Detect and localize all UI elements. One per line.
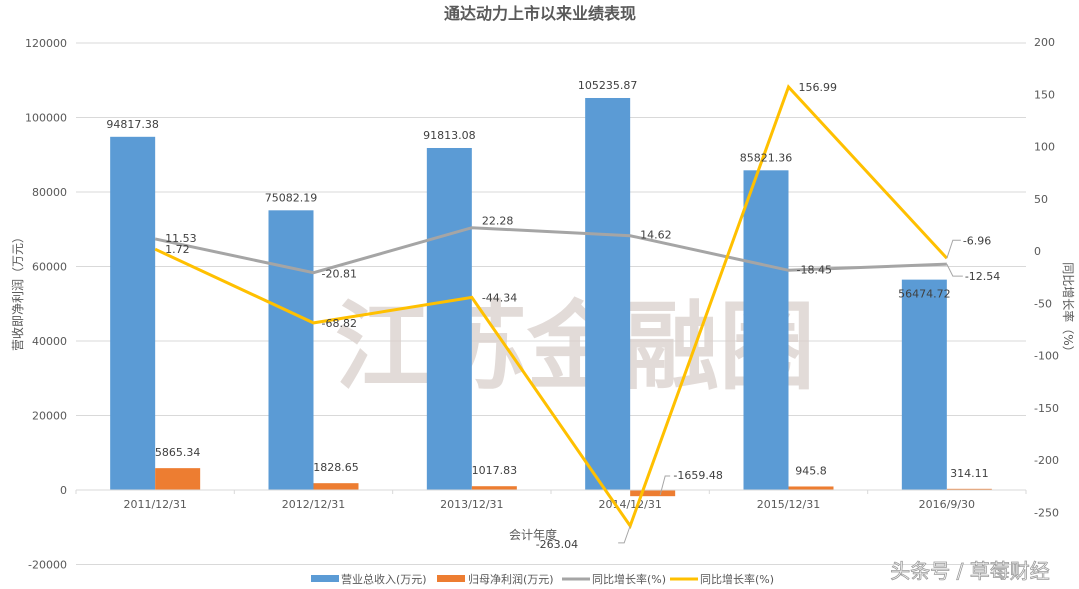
x-category-label: 2014/12/31 [598,498,661,511]
growth-line-gray [154,226,947,275]
leader-line [618,525,631,544]
y-tick-label: 60000 [32,261,67,274]
bar-data-label: 94817.38 [106,118,159,131]
bar-data-label: -1659.48 [673,469,722,482]
bar-data-label: 5865.34 [155,446,201,459]
legend-swatch [437,575,465,582]
bar-data-label: 105235.87 [578,79,638,92]
y-tick-label: 20000 [32,410,67,423]
line-data-label: -18.45 [797,263,832,276]
data-labels: 94817.38 75082.19 91813.08 105235.87 85821.3… [106,79,1000,551]
growth-line-yellow [154,84,948,530]
profit-bar [630,490,676,497]
bar-data-label: 314.11 [950,467,989,480]
y-tick-label: -20000 [28,559,67,572]
y2-tick-label: -150 [1034,402,1059,415]
bar-data-label: 56474.72 [898,288,951,301]
revenue-bar [743,170,789,490]
profit-bar [313,483,359,490]
line-data-label: -68.82 [322,317,357,330]
legend-label: 同比增长率(%) [700,572,774,586]
legend-label: 归母净利润(万元) [468,572,554,586]
y2-tick-label: -100 [1034,350,1059,363]
line-data-label: -6.96 [963,234,991,247]
legend-swatch [311,575,339,582]
bar-data-label: 85821.36 [740,151,793,164]
profit-bar [946,488,992,490]
line-data-label: 156.99 [799,81,838,94]
leader-line [946,263,963,277]
x-category-label: 2015/12/31 [757,498,820,511]
revenue-bar [426,147,472,490]
footer-watermark: 头条号 / 草莓财经 [890,559,1049,583]
bar-data-label: 1017.83 [472,464,518,477]
line-data-label: -44.34 [482,291,517,304]
line-data-label: 1.72 [165,243,190,256]
watermark: 江苏金融圈 [335,290,815,403]
watermark-text: 江苏金融圈 [335,290,815,403]
line-data-label: 11.53 [165,232,197,245]
bar-data-label: 91813.08 [423,129,476,142]
profit-bar [788,486,834,490]
x-axis: 2011/12/31 2012/12/31 2013/12/31 2014/12/31… [75,489,1027,511]
y2-tick-label: 50 [1034,193,1048,206]
bar-data-label: 1828.65 [313,461,359,474]
bar-series [110,97,992,497]
y-tick-label: 40000 [32,335,67,348]
y2-tick-label: -250 [1034,506,1059,519]
legend-label: 同比增长率(%) [592,572,666,586]
y2-tick-label: -50 [1034,297,1052,310]
y-axis-title: 营收即净利润（万元） [11,231,25,351]
line-data-label: 22.28 [482,215,514,228]
bar-data-label: 945.8 [795,464,827,477]
profit-bar [471,486,517,490]
y2-tick-label: 150 [1034,88,1055,101]
line-data-label: -20.81 [322,268,357,281]
x-category-label: 2016/9/30 [919,498,975,511]
y2-tick-label: 200 [1034,36,1055,49]
revenue-bar [901,279,947,490]
x-category-label: 2013/12/31 [440,498,503,511]
y2-tick-label: -200 [1034,454,1059,467]
gridlines [76,42,1026,565]
profit-bar [155,468,201,490]
x-category-label: 2011/12/31 [123,498,186,511]
line-data-label: -12.54 [965,270,1000,283]
y-tick-label: 0 [60,484,67,497]
bar-data-label: 75082.19 [265,191,318,204]
revenue-bar [585,97,631,490]
line-data-label: 14.62 [640,229,672,242]
revenue-bar [268,210,314,490]
left-axis-ticks: 120000 100000 80000 60000 40000 20000 0 -20000 [25,37,67,572]
leader-line [946,239,961,259]
legend: 营业总收入(万元) 归母净利润(万元) 同比增长率(%) 同比增长率(%) [311,572,774,586]
leader-line [659,475,671,496]
revenue-bar [110,136,156,491]
chart-title: 通达动力上市以来业绩表现 [444,4,636,23]
line-data-label: -263.04 [536,538,578,551]
line-series [154,84,948,530]
y2-axis-title: 同比增长率（%） [1061,262,1076,357]
right-axis-ticks: 200 150 100 50 0 -50 -100 -150 -200 -250 [1034,36,1059,519]
y-tick-label: 120000 [25,37,67,50]
y-tick-label: 100000 [25,112,67,125]
y2-tick-label: 0 [1034,245,1041,258]
y-tick-label: 80000 [32,186,67,199]
y2-tick-label: 100 [1034,141,1055,154]
x-category-label: 2012/12/31 [282,498,345,511]
legend-label: 营业总收入(万元) [341,572,427,586]
x-axis-title: 会计年度 [509,527,557,542]
